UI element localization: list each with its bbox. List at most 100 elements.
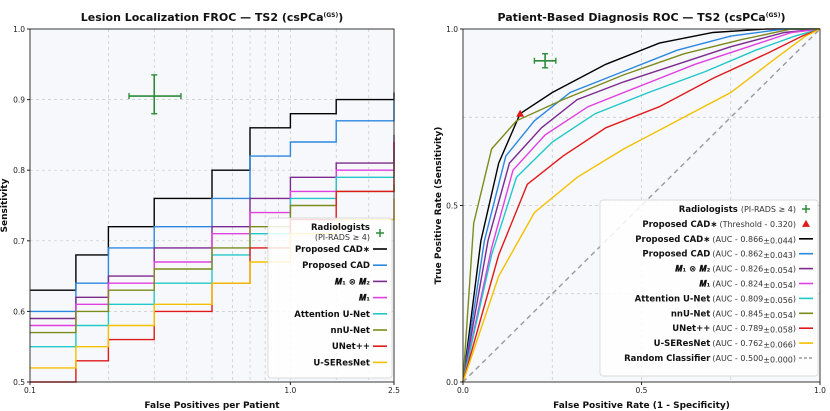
legend-series-auc: (AUC - 0.862	[712, 250, 763, 259]
series-line-0	[30, 92, 395, 291]
x-tick-label: 1.0	[284, 386, 296, 395]
legend-label-series-6: UNet++	[332, 342, 370, 352]
y-tick-label: 0.5	[13, 378, 25, 387]
radiologists-marker	[128, 74, 182, 115]
series-line-4	[462, 28, 821, 383]
legend-label-threshold-sub: (Threshold - 0.320)	[719, 220, 796, 229]
legend-series-ci: ±0.000	[763, 356, 793, 365]
legend-label-series-1: Proposed CAD (AUC - 0.862±0.043)	[642, 250, 796, 261]
legend-label-series-5: nnU-Net (AUC - 0.845±0.054)	[671, 309, 796, 320]
legend-label-series-6: UNet++ (AUC - 0.789±0.058)	[672, 324, 796, 335]
chart-title-sup: (GS)	[766, 12, 781, 19]
legend-label-series-2: 𝑴₁ ⊗ 𝑴₂ (AUC - 0.826±0.054)	[674, 264, 796, 276]
legend-box	[599, 199, 819, 377]
legend-label-series-2: 𝑴₁ ⊗ 𝑴₂	[334, 276, 371, 287]
legend-series-ci: ±0.054	[763, 266, 793, 275]
roc-chart: 0.0 0.5 1.0 0.0 0.5 1.0 Patient-Based Diagnosi…	[434, 11, 826, 411]
legend-label-series-0: Proposed CAD∗	[295, 245, 370, 255]
y-tick-label: 0.6	[13, 307, 25, 316]
legend-series-name: U-SEResNet	[654, 339, 711, 349]
legend-series-auc: (AUC - 0.824	[712, 280, 763, 289]
x-axis-label: False Positives per Patient	[144, 401, 280, 411]
chart-title-main: Patient-Based Diagnosis ROC — TS2 (csPCa	[497, 11, 765, 24]
legend-label-series-3: 𝑴₁	[358, 293, 370, 304]
chart-title: Patient-Based Diagnosis ROC — TS2 (csPCa…	[497, 11, 785, 24]
legend-label-series-0: Proposed CAD∗ (AUC - 0.866±0.044)	[635, 235, 796, 246]
legend-sublabel-radiologists: (PI-RADS ≥ 4)	[315, 233, 370, 242]
legend-label-series-8: Random Classifier (AUC - 0.500±0.000)	[624, 354, 796, 365]
series-line-0	[462, 28, 820, 383]
legend-series-ci: ±0.054	[763, 281, 793, 290]
legend-series-name: Proposed CAD	[642, 250, 710, 260]
radiologists-marker	[533, 53, 557, 69]
legend-series-close: )	[793, 265, 796, 274]
legend-series-ci: ±0.054	[763, 311, 793, 320]
legend-series-auc: (AUC - 0.500	[712, 354, 763, 363]
legend-series-ci: ±0.056	[763, 296, 793, 305]
x-tick-label: 1.0	[814, 386, 826, 395]
legend-series-ci: ±0.044	[763, 236, 793, 245]
y-tick-label: 0.7	[13, 237, 25, 246]
series-line-6	[462, 28, 821, 383]
legend-label-series-1: Proposed CAD	[302, 261, 370, 271]
legend-series-name: Random Classifier	[624, 354, 711, 364]
legend-series-close: )	[793, 339, 796, 348]
legend-series-close: )	[793, 235, 796, 244]
legend-label-series-7: U-SEResNet	[313, 358, 370, 368]
legend-series-name: 𝑴₁	[698, 279, 710, 290]
series-line-5	[462, 28, 820, 383]
series-line-7	[462, 28, 821, 383]
legend-radiologists-symbol	[376, 229, 384, 237]
legend-series-name: 𝑴₁ ⊗ 𝑴₂	[334, 276, 371, 287]
legend-series-name: U-SEResNet	[313, 358, 370, 368]
series-line-2	[462, 28, 821, 383]
chart-title: Lesion Localization FROC — TS2 (csPCa(GS…	[81, 11, 344, 24]
x-tick-label: 0.0	[457, 386, 469, 395]
legend-label-series-3: 𝑴₁ (AUC - 0.824±0.054)	[698, 279, 796, 291]
legend-series-name: Attention U-Net	[294, 310, 370, 320]
legend-series-auc: (AUC - 0.826	[712, 265, 763, 274]
legend-label-radiologists: Radiologists	[311, 223, 370, 233]
legend-label-series-4: Attention U-Net (AUC - 0.809±0.056)	[635, 294, 796, 305]
legend-series-name: UNet++	[332, 342, 370, 352]
legend-series-auc: (AUC - 0.866	[712, 235, 763, 244]
y-tick-label: 0.9	[13, 96, 25, 105]
legend-series-auc: (AUC - 0.809	[712, 294, 763, 303]
legend-series-auc: (AUC - 0.845	[712, 309, 763, 318]
y-tick-label: 0.5	[446, 202, 458, 211]
chart-title-main: Lesion Localization FROC — TS2 (csPCa	[81, 11, 324, 24]
chart-title-close: )	[338, 11, 343, 24]
legend-series-name: UNet++	[672, 324, 710, 334]
legend-label-threshold: Proposed CAD∗ (Threshold - 0.320)	[642, 220, 796, 230]
legend-series-name: nnU-Net	[671, 309, 710, 319]
chart-title-close: )	[780, 11, 785, 24]
legend-series-close: )	[793, 354, 796, 363]
legend-threshold-symbol	[802, 219, 810, 227]
froc-chart: 0.1 1.0 2.5 0.5 0.6 0.7 0.8 0.9 1.0 Lesion Locali…	[0, 11, 400, 411]
legend-series-close: )	[793, 280, 796, 289]
legend-label-radiologists-name: Radiologists	[679, 205, 738, 215]
y-tick-label: 1.0	[13, 25, 25, 34]
y-axis-label: Sensitivity	[0, 178, 10, 232]
legend: Radiologists (PI-RADS ≥ 4)Proposed CAD∗ (T…	[599, 199, 819, 377]
legend-box	[267, 217, 393, 379]
series-line-8	[462, 28, 821, 383]
legend-series-close: )	[793, 294, 796, 303]
legend-series-name: Proposed CAD∗	[635, 235, 710, 245]
legend-series-name: Proposed CAD	[302, 261, 370, 271]
legend-series-name: Proposed CAD∗	[295, 245, 370, 255]
legend-series-ci: ±0.058	[763, 326, 793, 335]
y-tick-label: 0.0	[446, 378, 458, 387]
axes-frame	[29, 28, 395, 383]
legend-series-close: )	[793, 309, 796, 318]
legend-series-ci: ±0.043	[763, 251, 793, 260]
legend-label-series-7: U-SEResNet (AUC - 0.762±0.066)	[654, 339, 796, 350]
legend-label-series-5: nnU-Net	[331, 326, 370, 336]
legend-series-name: 𝑴₁	[358, 293, 370, 304]
legend-series-ci: ±0.066	[763, 341, 793, 350]
chart-title-sup: (GS)	[324, 12, 339, 19]
threshold-marker	[516, 109, 525, 117]
legend-series-name: Attention U-Net	[635, 294, 711, 304]
y-axis-label: True Positive Rate (Sensitivity)	[434, 127, 444, 285]
x-axis-label: False Positive Rate (1 - Specificity)	[553, 401, 730, 411]
